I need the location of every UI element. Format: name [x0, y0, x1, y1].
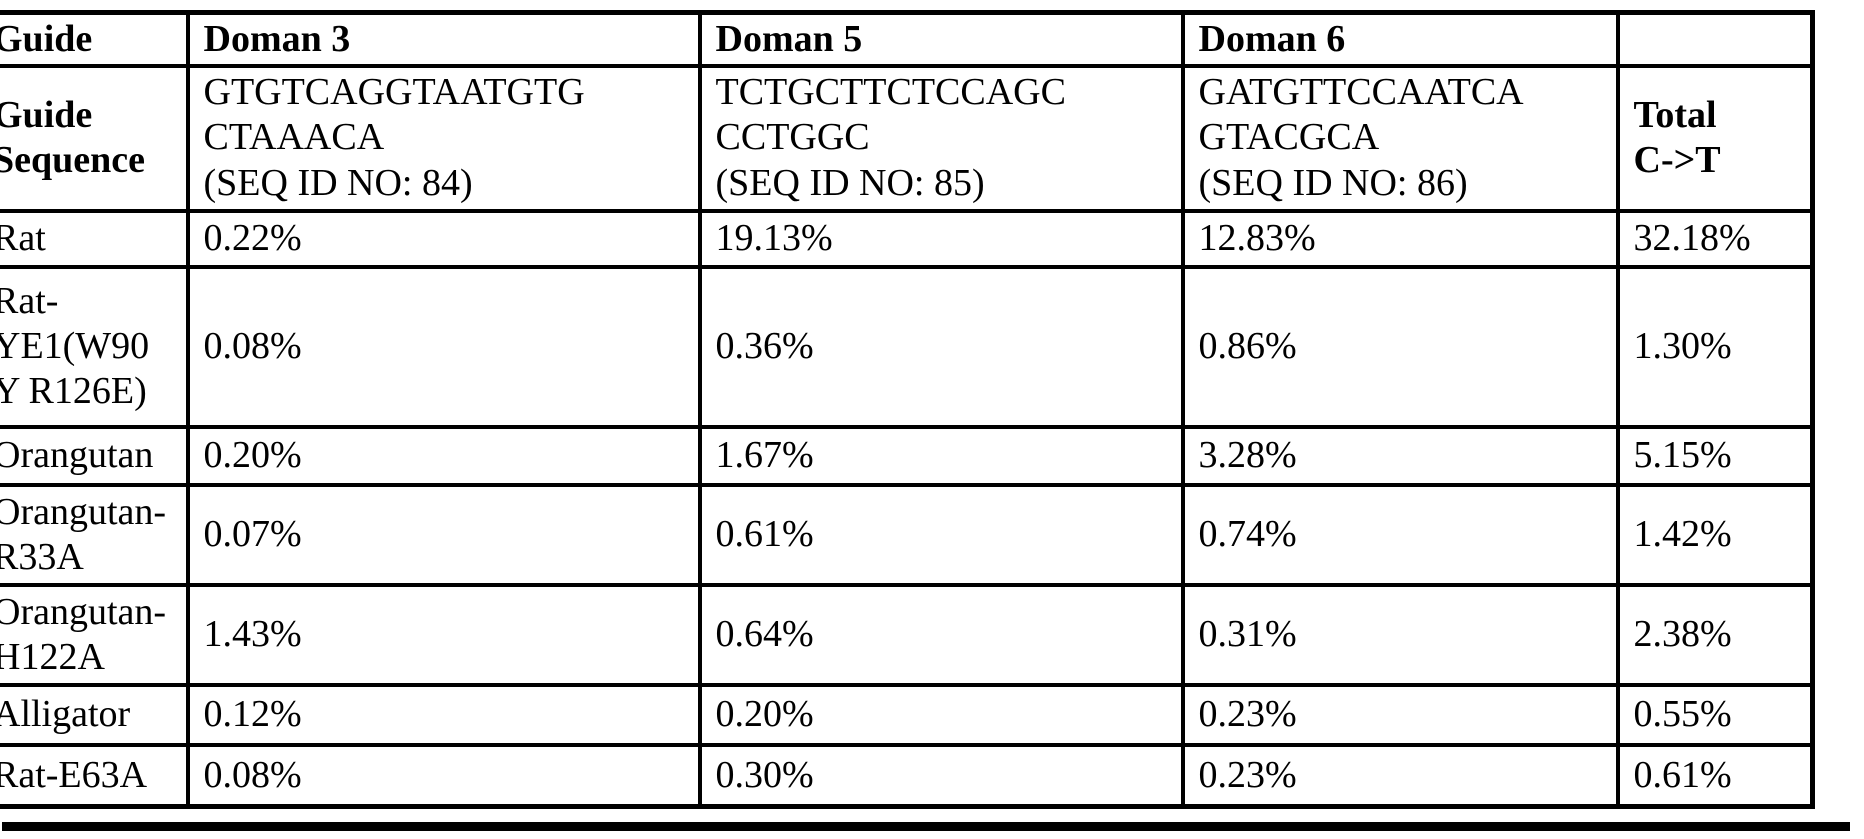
- data-cell: 0.86%: [1180, 264, 1620, 429]
- text-line: Orangutan-: [0, 590, 167, 633]
- table-row-rat: Rat 0.22% 19.13% 12.83% 32.18%: [0, 208, 1815, 269]
- text-line: Rat-E63A: [0, 753, 148, 796]
- text-line: TCTGCTTCTCCAGC: [715, 70, 1066, 113]
- sequence-doman6: GATGTTCCAATCA GTACGCA (SEQ ID NO: 86): [1180, 63, 1620, 213]
- table-row-rat-ye1: Rat- YE1(W90 Y R126E) 0.08% 0.36% 0.86% …: [0, 264, 1815, 429]
- text-line: Orangutan-: [0, 490, 167, 533]
- text-line: Alligator: [0, 693, 131, 736]
- text-line: YE1(W90: [0, 325, 150, 368]
- text-line: (SEQ ID NO: 86): [1198, 162, 1468, 205]
- column-header-doman5: Doman 5: [697, 10, 1185, 68]
- text-line: Sequence: [0, 139, 145, 182]
- row-label: Rat: [0, 208, 190, 269]
- data-cell: 0.20%: [185, 424, 702, 487]
- row-label: Alligator: [0, 682, 190, 747]
- data-cell-total: 1.42%: [1615, 482, 1815, 587]
- row-label: Orangutan- R33A: [0, 482, 190, 587]
- text-line: CTAAACA: [203, 116, 385, 159]
- data-cell-total: 32.18%: [1615, 208, 1815, 269]
- data-cell: 0.74%: [1180, 482, 1620, 587]
- data-cell: 1.43%: [185, 582, 702, 687]
- text-line: C->T: [1633, 139, 1721, 182]
- row-label: Orangutan: [0, 424, 190, 487]
- column-header-doman6: Doman 6: [1180, 10, 1620, 68]
- data-cell: 0.31%: [1180, 582, 1620, 687]
- data-cell: 0.23%: [1180, 682, 1620, 747]
- data-cell: 0.20%: [697, 682, 1185, 747]
- data-cell: 0.61%: [697, 482, 1185, 587]
- column-header-guide: Guide: [0, 10, 190, 68]
- data-cell: 0.07%: [185, 482, 702, 587]
- data-cell-total: 5.15%: [1615, 424, 1815, 487]
- text-line: CCTGGC: [715, 116, 870, 159]
- text-line: (SEQ ID NO: 84): [203, 162, 473, 205]
- data-cell-total: 0.55%: [1615, 682, 1815, 747]
- table-row-orangutan: Orangutan 0.20% 1.67% 3.28% 5.15%: [0, 424, 1815, 487]
- data-cell: 1.67%: [697, 424, 1185, 487]
- text-line: H122A: [0, 635, 105, 678]
- data-cell: 19.13%: [697, 208, 1185, 269]
- data-cell: 0.64%: [697, 582, 1185, 687]
- text-line: GATGTTCCAATCA: [1198, 70, 1524, 113]
- guide-editing-table: Guide Doman 3 Doman 5 Doman 6 Guide Sequ…: [0, 10, 1815, 810]
- data-cell: 12.83%: [1180, 208, 1620, 269]
- table-row-alligator: Alligator 0.12% 0.20% 0.23% 0.55%: [0, 682, 1815, 747]
- page-bottom-rule: [2, 822, 1850, 831]
- data-cell: 0.08%: [185, 264, 702, 429]
- text-line: GTGTCAGGTAATGTG: [203, 70, 585, 113]
- data-cell: 0.22%: [185, 208, 702, 269]
- text-line: Total: [1633, 94, 1717, 137]
- guide-sequence-label: Guide Sequence: [0, 63, 190, 213]
- sequence-doman5: TCTGCTTCTCCAGC CCTGGC (SEQ ID NO: 85): [697, 63, 1185, 213]
- column-header-blank: [1615, 10, 1815, 68]
- data-cell: 0.36%: [697, 264, 1185, 429]
- sequence-doman3: GTGTCAGGTAATGTG CTAAACA (SEQ ID NO: 84): [185, 63, 702, 213]
- text-line: Guide: [0, 94, 93, 137]
- table-row-rat-e63a: Rat-E63A 0.08% 0.30% 0.23% 0.61%: [0, 742, 1815, 809]
- text-line: Orangutan: [0, 434, 154, 477]
- data-cell-total: 2.38%: [1615, 582, 1815, 687]
- data-cell: 0.12%: [185, 682, 702, 747]
- guide-sequence-row: Guide Sequence GTGTCAGGTAATGTG CTAAACA (…: [0, 63, 1815, 213]
- data-cell: 3.28%: [1180, 424, 1620, 487]
- data-cell-total: 0.61%: [1615, 742, 1815, 809]
- table-row-orangutan-h122a: Orangutan- H122A 1.43% 0.64% 0.31% 2.38%: [0, 582, 1815, 687]
- total-ct-header: Total C->T: [1615, 63, 1815, 213]
- text-line: GTACGCA: [1198, 116, 1380, 159]
- table-header-row: Guide Doman 3 Doman 5 Doman 6: [0, 10, 1815, 68]
- text-line: Rat-: [0, 280, 59, 323]
- column-header-doman3: Doman 3: [185, 10, 702, 68]
- row-label: Rat-E63A: [0, 742, 190, 809]
- text-line: (SEQ ID NO: 85): [715, 162, 985, 205]
- data-cell: 0.23%: [1180, 742, 1620, 809]
- data-cell: 0.30%: [697, 742, 1185, 809]
- row-label: Rat- YE1(W90 Y R126E): [0, 264, 190, 429]
- text-line: Y R126E): [0, 370, 147, 413]
- text-line: R33A: [0, 535, 84, 578]
- data-cell-total: 1.30%: [1615, 264, 1815, 429]
- table-row-orangutan-r33a: Orangutan- R33A 0.07% 0.61% 0.74% 1.42%: [0, 482, 1815, 587]
- text-line: Rat: [0, 217, 46, 260]
- data-cell: 0.08%: [185, 742, 702, 809]
- row-label: Orangutan- H122A: [0, 582, 190, 687]
